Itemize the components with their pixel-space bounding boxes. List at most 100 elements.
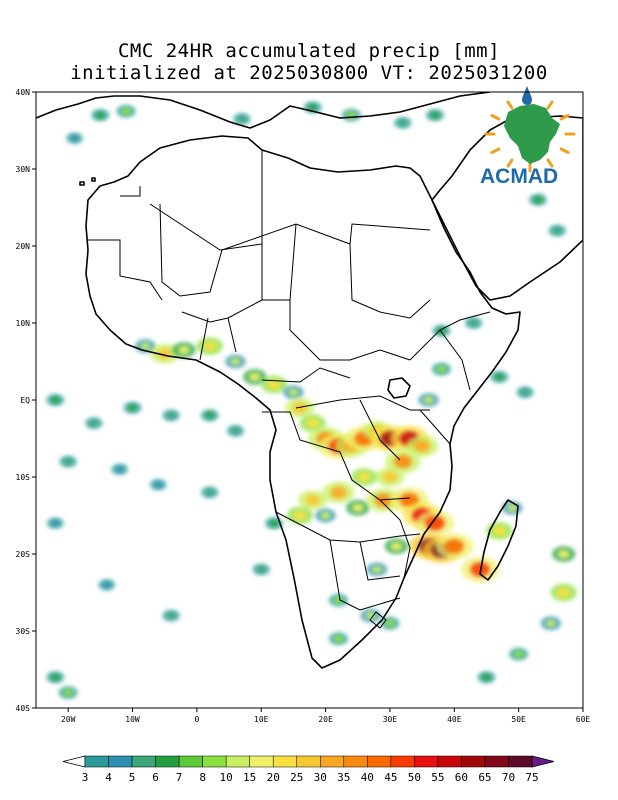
colorbar-label: 8 (199, 771, 206, 784)
precip-cell (305, 494, 321, 506)
precip-cell (557, 587, 571, 598)
lat-tick-label: 40S (16, 704, 31, 713)
precip-cell (330, 486, 347, 499)
colorbar-swatch (508, 755, 533, 768)
lat-tick-label: EQ (20, 396, 30, 405)
precip-cell (430, 111, 440, 119)
precip-cell (95, 111, 105, 119)
colorbar-swatch (178, 755, 203, 768)
colorbar-swatch (84, 755, 109, 768)
precip-cell (436, 327, 446, 335)
colorbar-label: 15 (243, 771, 256, 784)
precip-cell (357, 472, 371, 482)
precip-cell (51, 520, 60, 527)
colorbar-swatch (367, 755, 392, 768)
colorbar-label: 75 (525, 771, 538, 784)
precip-cell (205, 489, 215, 496)
precip-cell (70, 135, 79, 142)
colorbar-label: 6 (152, 771, 159, 784)
colorbar-low-end (62, 755, 86, 768)
colorbar-label: 60 (455, 771, 468, 784)
sun-ray (559, 147, 570, 154)
longitude-axis: 20W 10W 0 10E 20E 30E 40E 50E 60E (61, 708, 590, 724)
precip-cell (102, 581, 111, 588)
precip-cell (115, 466, 124, 473)
colorbar-label: 25 (290, 771, 303, 784)
precip-cell (63, 458, 73, 465)
precip-cell (293, 510, 307, 521)
lake-victoria (387, 377, 411, 399)
precip-cell (507, 503, 518, 512)
africa-coastline (85, 135, 521, 669)
precip-cell (231, 427, 240, 435)
precip-cell (492, 525, 506, 536)
colorbar-swatch (437, 755, 462, 768)
colorbar-swatch (155, 755, 180, 768)
colorbar-swatch (320, 755, 345, 768)
colorbar-swatch (414, 755, 439, 768)
precip-cell (351, 503, 364, 513)
madagascar-coastline (479, 499, 519, 581)
latitude-axis: 40N 30N 20N 10N EQ 10S 20S 30S 40S (16, 88, 36, 713)
precip-cell (63, 689, 73, 697)
precip-cell (444, 539, 464, 554)
precip-cell (256, 566, 266, 573)
colorbar-label: 55 (431, 771, 444, 784)
lat-tick-label: 30N (16, 165, 31, 174)
canary-islands (79, 177, 96, 186)
sun-ray (559, 114, 570, 121)
colorbar-swatch (343, 755, 368, 768)
precip-cell (333, 596, 344, 604)
precip-field (46, 101, 577, 699)
plot-area (36, 92, 583, 708)
colorbar-label: 3 (82, 771, 89, 784)
colorbar-label: 10 (220, 771, 233, 784)
lon-tick-label: 0 (194, 715, 199, 724)
precip-cell (423, 396, 434, 404)
precip-cell (89, 419, 99, 427)
precip-cell (320, 511, 331, 520)
colorbar-swatch (390, 755, 415, 768)
precip-cell (230, 357, 241, 366)
colorbar: 3 4 5 6 7 8 10 15 20 25 30 35 40 45 50 55 60 65 70 75 (62, 755, 555, 784)
lon-tick-label: 20W (61, 715, 76, 724)
colorbar-label: 5 (129, 771, 136, 784)
precip-cell (399, 492, 419, 508)
sun-ray (546, 100, 554, 110)
colorbar-swatch (202, 755, 227, 768)
map-title-line1: CMC 24HR accumulated precip [mm] (117, 40, 501, 62)
lat-tick-label: 20N (16, 242, 31, 251)
precip-cell (382, 471, 398, 483)
precip-cell (414, 440, 431, 453)
colorbar-label: 65 (478, 771, 491, 784)
europe-coastline (36, 92, 491, 129)
precip-cell (50, 396, 60, 404)
sun-ray (506, 158, 514, 168)
country-borders (88, 150, 491, 629)
precip-cell (333, 635, 344, 643)
colorbar-swatch (484, 755, 509, 768)
colorbar-swatch (249, 755, 274, 768)
precip-cell (533, 196, 543, 204)
colorbar-swatch (272, 755, 297, 768)
precip-cell (390, 541, 403, 551)
precip-cell (50, 673, 60, 681)
map-title-line2: initialized at 2025030800 VT: 2025031200 (70, 62, 548, 84)
lat-tick-label: 10N (16, 319, 31, 328)
colorbar-swatch (225, 755, 250, 768)
colorbar-high-end (531, 755, 555, 768)
arabia-coastline (431, 115, 583, 301)
water-drop-icon (522, 86, 532, 105)
acmad-logo: ACMAD (480, 86, 576, 188)
acmad-logo-text: ACMAD (480, 165, 558, 188)
colorbar-label: 4 (105, 771, 112, 784)
colorbar-swatch (131, 755, 156, 768)
precip-cell (552, 227, 562, 234)
colorbar-label: 50 (408, 771, 421, 784)
colorbar-swatch (461, 755, 486, 768)
lon-tick-label: 50E (511, 715, 526, 724)
colorbar-label: 70 (502, 771, 515, 784)
lat-tick-label: 10S (16, 473, 31, 482)
precip-cell (494, 373, 504, 381)
